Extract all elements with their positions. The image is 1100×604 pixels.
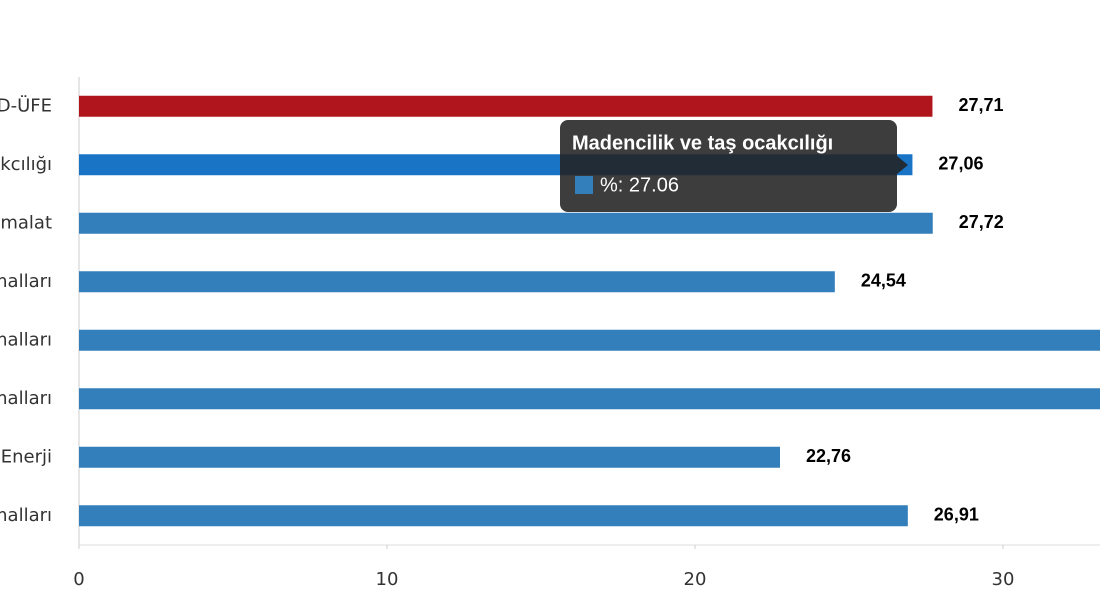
value-label: 22,76 bbox=[806, 446, 851, 466]
x-tick-label: 0 bbox=[73, 569, 84, 590]
tooltip: Madencilik ve taş ocakcılığı %: 27.06 bbox=[560, 120, 908, 212]
x-tick-label: 20 bbox=[684, 569, 707, 590]
value-label: 24,54 bbox=[861, 271, 906, 291]
tooltip-pointer bbox=[897, 156, 908, 174]
y-tick-label: Enerji bbox=[1, 446, 52, 467]
tooltip-swatch bbox=[575, 176, 593, 194]
y-tick-label: malları bbox=[0, 271, 52, 292]
y-tick-label: D-ÜFE bbox=[0, 94, 52, 116]
y-tick-label: malları bbox=[0, 388, 52, 409]
bar bbox=[79, 329, 1100, 351]
value-label: 26,91 bbox=[934, 505, 979, 525]
x-tick-label: 10 bbox=[376, 569, 399, 590]
bar bbox=[79, 505, 908, 527]
value-label: 27,72 bbox=[959, 212, 1004, 232]
value-label: 27,71 bbox=[958, 95, 1003, 115]
y-tick-label: malat bbox=[0, 212, 52, 233]
tooltip-box bbox=[560, 120, 897, 212]
value-label: 27,06 bbox=[938, 154, 983, 174]
y-tick-label: kcılığı bbox=[0, 154, 52, 175]
bar bbox=[79, 446, 780, 468]
tooltip-title: Madencilik ve taş ocakcılığı bbox=[572, 132, 833, 154]
bar bbox=[79, 212, 933, 234]
bar bbox=[79, 271, 835, 293]
y-tick-label: malları bbox=[0, 329, 52, 350]
bar bbox=[79, 95, 933, 117]
x-tick-label: 30 bbox=[992, 569, 1015, 590]
y-tick-label: malları bbox=[0, 505, 52, 526]
bar bbox=[79, 388, 1100, 410]
tooltip-text: %: 27.06 bbox=[600, 174, 679, 196]
